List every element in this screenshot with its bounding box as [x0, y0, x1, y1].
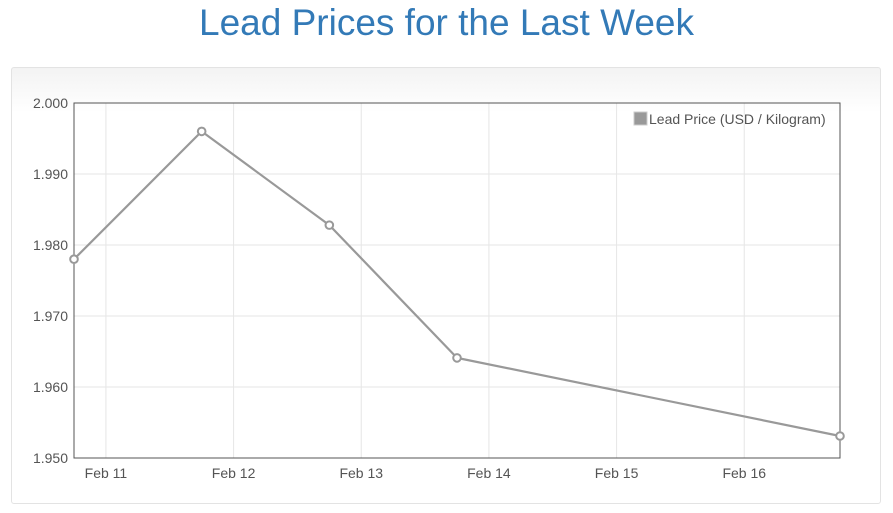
- chart-panel: [11, 67, 881, 504]
- x-tick-label: Feb 13: [339, 465, 383, 481]
- x-tick-label: Feb 16: [722, 465, 766, 481]
- series-group: [69, 126, 845, 441]
- x-tick-label: Feb 11: [85, 465, 128, 481]
- y-axis-tick-labels: 1.950 1.960 1.970 1.980 1.990 2.000: [33, 95, 68, 466]
- legend: Lead Price (USD / Kilogram): [633, 111, 826, 127]
- data-point: [835, 431, 845, 441]
- y-tick-label: 1.950: [33, 450, 68, 466]
- plot-area-border: [73, 102, 841, 459]
- data-point: [196, 126, 207, 137]
- page-title: Lead Prices for the Last Week: [199, 2, 694, 43]
- y-tick-label: 2.000: [33, 95, 68, 111]
- x-axis-tick-labels: Feb 11 Feb 12 Feb 13 Feb 14 Feb 15 Feb 16: [85, 465, 767, 481]
- y-tick-label: 1.990: [33, 166, 68, 182]
- x-tick-label: Feb 12: [212, 465, 256, 481]
- data-point: [452, 353, 462, 363]
- series-line: [73, 130, 841, 438]
- y-tick-label: 1.970: [33, 308, 68, 324]
- y-tick-label: 1.980: [33, 237, 68, 253]
- grid-lines: [74, 102, 840, 459]
- x-tick-label: Feb 15: [595, 465, 639, 481]
- data-point: [324, 220, 335, 230]
- legend-swatch-lead-price: [633, 111, 648, 126]
- y-tick-label: 1.960: [33, 379, 68, 395]
- x-tick-label: Feb 14: [467, 465, 511, 481]
- legend-label-lead-price: Lead Price (USD / Kilogram): [649, 111, 826, 127]
- data-point: [69, 254, 79, 265]
